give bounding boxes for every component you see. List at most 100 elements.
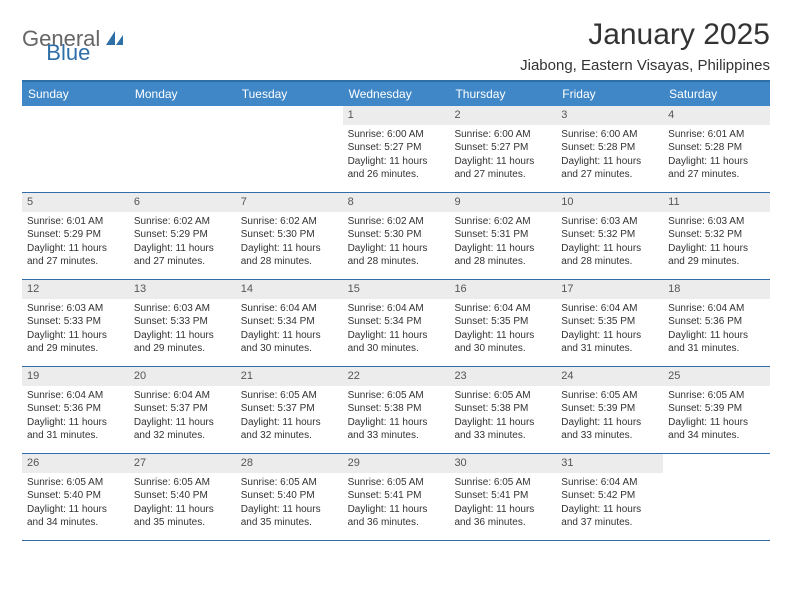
sunrise-line: Sunrise: 6:05 AM	[348, 476, 445, 490]
sunset-line: Sunset: 5:42 PM	[561, 489, 658, 503]
sunrise-line: Sunrise: 6:04 AM	[348, 302, 445, 316]
day-cell: 27Sunrise: 6:05 AMSunset: 5:40 PMDayligh…	[129, 454, 236, 540]
sunset-line: Sunset: 5:39 PM	[561, 402, 658, 416]
daylight-line: Daylight: 11 hours and 28 minutes.	[454, 242, 551, 269]
sunrise-line: Sunrise: 6:00 AM	[348, 128, 445, 142]
day-cell: 15Sunrise: 6:04 AMSunset: 5:34 PMDayligh…	[343, 280, 450, 366]
sunset-line: Sunset: 5:32 PM	[668, 228, 765, 242]
week-row: 1Sunrise: 6:00 AMSunset: 5:27 PMDaylight…	[22, 106, 770, 193]
day-number: 2	[449, 106, 556, 125]
sunset-line: Sunset: 5:40 PM	[27, 489, 124, 503]
sunrise-line: Sunrise: 6:04 AM	[561, 476, 658, 490]
day-cell: 12Sunrise: 6:03 AMSunset: 5:33 PMDayligh…	[22, 280, 129, 366]
sunrise-line: Sunrise: 6:05 AM	[454, 476, 551, 490]
daylight-line: Daylight: 11 hours and 28 minutes.	[241, 242, 338, 269]
sunset-line: Sunset: 5:36 PM	[668, 315, 765, 329]
daylight-line: Daylight: 11 hours and 33 minutes.	[348, 416, 445, 443]
day-number: 14	[236, 280, 343, 299]
sunset-line: Sunset: 5:37 PM	[241, 402, 338, 416]
sunset-line: Sunset: 5:41 PM	[348, 489, 445, 503]
sunset-line: Sunset: 5:38 PM	[454, 402, 551, 416]
day-cell: 13Sunrise: 6:03 AMSunset: 5:33 PMDayligh…	[129, 280, 236, 366]
day-body: Sunrise: 6:03 AMSunset: 5:33 PMDaylight:…	[129, 299, 236, 361]
empty-cell	[22, 106, 129, 192]
day-cell: 7Sunrise: 6:02 AMSunset: 5:30 PMDaylight…	[236, 193, 343, 279]
day-number: 7	[236, 193, 343, 212]
day-body: Sunrise: 6:01 AMSunset: 5:29 PMDaylight:…	[22, 212, 129, 274]
day-body: Sunrise: 6:04 AMSunset: 5:34 PMDaylight:…	[343, 299, 450, 361]
calendar-grid: SundayMondayTuesdayWednesdayThursdayFrid…	[22, 80, 770, 541]
weeks-container: 1Sunrise: 6:00 AMSunset: 5:27 PMDaylight…	[22, 106, 770, 541]
sunrise-line: Sunrise: 6:05 AM	[561, 389, 658, 403]
day-body: Sunrise: 6:05 AMSunset: 5:38 PMDaylight:…	[449, 386, 556, 448]
sunset-line: Sunset: 5:34 PM	[348, 315, 445, 329]
day-number: 20	[129, 367, 236, 386]
daylight-line: Daylight: 11 hours and 34 minutes.	[668, 416, 765, 443]
day-number: 28	[236, 454, 343, 473]
daylight-line: Daylight: 11 hours and 36 minutes.	[348, 503, 445, 530]
day-number: 18	[663, 280, 770, 299]
day-cell: 22Sunrise: 6:05 AMSunset: 5:38 PMDayligh…	[343, 367, 450, 453]
sunrise-line: Sunrise: 6:05 AM	[454, 389, 551, 403]
sunset-line: Sunset: 5:30 PM	[241, 228, 338, 242]
sunrise-line: Sunrise: 6:01 AM	[668, 128, 765, 142]
day-cell: 8Sunrise: 6:02 AMSunset: 5:30 PMDaylight…	[343, 193, 450, 279]
day-cell: 1Sunrise: 6:00 AMSunset: 5:27 PMDaylight…	[343, 106, 450, 192]
day-number: 24	[556, 367, 663, 386]
day-body: Sunrise: 6:05 AMSunset: 5:39 PMDaylight:…	[556, 386, 663, 448]
day-cell: 25Sunrise: 6:05 AMSunset: 5:39 PMDayligh…	[663, 367, 770, 453]
day-number: 13	[129, 280, 236, 299]
day-number: 12	[22, 280, 129, 299]
sunset-line: Sunset: 5:36 PM	[27, 402, 124, 416]
day-body: Sunrise: 6:04 AMSunset: 5:37 PMDaylight:…	[129, 386, 236, 448]
weekday-header: Thursday	[449, 82, 556, 106]
sunrise-line: Sunrise: 6:00 AM	[561, 128, 658, 142]
day-number: 25	[663, 367, 770, 386]
day-number: 31	[556, 454, 663, 473]
sunset-line: Sunset: 5:39 PM	[668, 402, 765, 416]
daylight-line: Daylight: 11 hours and 30 minutes.	[348, 329, 445, 356]
day-body: Sunrise: 6:04 AMSunset: 5:35 PMDaylight:…	[556, 299, 663, 361]
day-cell: 14Sunrise: 6:04 AMSunset: 5:34 PMDayligh…	[236, 280, 343, 366]
empty-cell	[663, 454, 770, 540]
day-number: 10	[556, 193, 663, 212]
daylight-line: Daylight: 11 hours and 30 minutes.	[241, 329, 338, 356]
daylight-line: Daylight: 11 hours and 37 minutes.	[561, 503, 658, 530]
day-body: Sunrise: 6:02 AMSunset: 5:30 PMDaylight:…	[343, 212, 450, 274]
daylight-line: Daylight: 11 hours and 32 minutes.	[134, 416, 231, 443]
empty-cell	[236, 106, 343, 192]
sunset-line: Sunset: 5:33 PM	[27, 315, 124, 329]
sunset-line: Sunset: 5:40 PM	[134, 489, 231, 503]
sunrise-line: Sunrise: 6:01 AM	[27, 215, 124, 229]
day-body: Sunrise: 6:02 AMSunset: 5:31 PMDaylight:…	[449, 212, 556, 274]
sunrise-line: Sunrise: 6:04 AM	[241, 302, 338, 316]
sunrise-line: Sunrise: 6:00 AM	[454, 128, 551, 142]
day-cell: 19Sunrise: 6:04 AMSunset: 5:36 PMDayligh…	[22, 367, 129, 453]
daylight-line: Daylight: 11 hours and 31 minutes.	[27, 416, 124, 443]
day-number: 26	[22, 454, 129, 473]
week-row: 19Sunrise: 6:04 AMSunset: 5:36 PMDayligh…	[22, 367, 770, 454]
sunset-line: Sunset: 5:40 PM	[241, 489, 338, 503]
sunrise-line: Sunrise: 6:05 AM	[241, 389, 338, 403]
sunset-line: Sunset: 5:29 PM	[27, 228, 124, 242]
day-cell: 11Sunrise: 6:03 AMSunset: 5:32 PMDayligh…	[663, 193, 770, 279]
day-cell: 31 Sunrise: 6:04 AMSunset: 5:42 PMDayligh…	[556, 454, 663, 540]
day-body: Sunrise: 6:04 AMSunset: 5:35 PMDaylight:…	[449, 299, 556, 361]
sunrise-line: Sunrise: 6:03 AM	[134, 302, 231, 316]
calendar-page: General Blue January 2025 Jiabong, Easte…	[0, 0, 792, 559]
day-cell: 26Sunrise: 6:05 AMSunset: 5:40 PMDayligh…	[22, 454, 129, 540]
day-cell: 20Sunrise: 6:04 AMSunset: 5:37 PMDayligh…	[129, 367, 236, 453]
day-body: Sunrise: 6:04 AMSunset: 5:36 PMDaylight:…	[663, 299, 770, 361]
daylight-line: Daylight: 11 hours and 30 minutes.	[454, 329, 551, 356]
sunrise-line: Sunrise: 6:05 AM	[27, 476, 124, 490]
day-body: Sunrise: 6:04 AMSunset: 5:34 PMDaylight:…	[236, 299, 343, 361]
weekday-header: Friday	[556, 82, 663, 106]
sunset-line: Sunset: 5:38 PM	[348, 402, 445, 416]
weekday-header-row: SundayMondayTuesdayWednesdayThursdayFrid…	[22, 82, 770, 106]
brand-text-blue: Blue	[46, 42, 90, 64]
sunset-line: Sunset: 5:33 PM	[134, 315, 231, 329]
sunrise-line: Sunrise: 6:04 AM	[668, 302, 765, 316]
daylight-line: Daylight: 11 hours and 27 minutes.	[561, 155, 658, 182]
daylight-line: Daylight: 11 hours and 28 minutes.	[561, 242, 658, 269]
day-cell: 17Sunrise: 6:04 AMSunset: 5:35 PMDayligh…	[556, 280, 663, 366]
